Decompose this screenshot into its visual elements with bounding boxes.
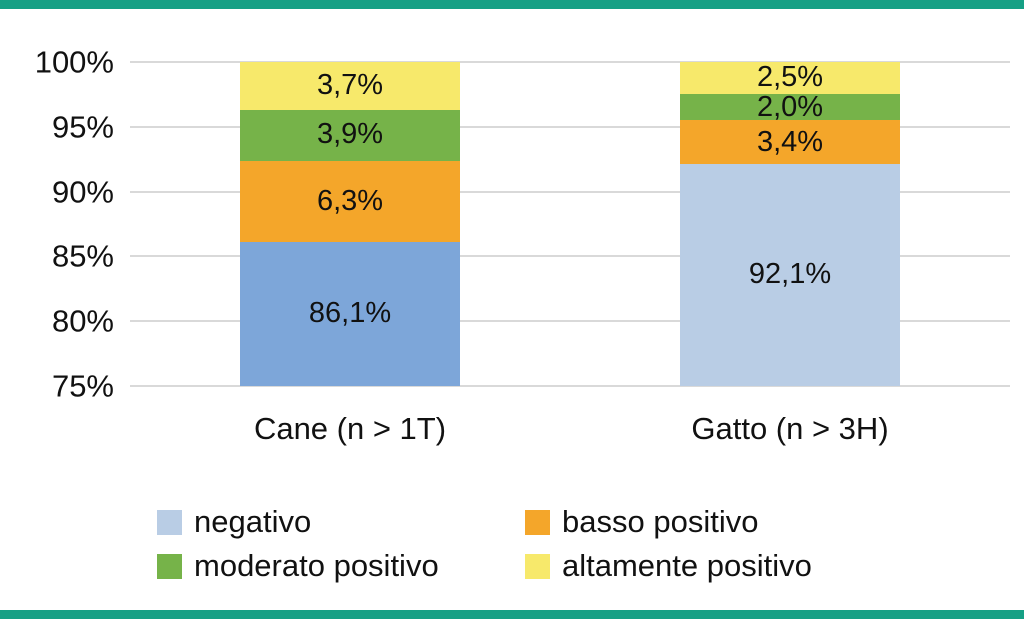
segment-value-label: 86,1%	[308, 297, 392, 330]
y-tick-label: 80%	[51, 303, 114, 339]
segment-value-label: 2,5%	[756, 61, 824, 94]
legend-swatch-icon	[525, 553, 550, 579]
x-category-label-gatto-n-3h-: Gatto (n > 3H)	[691, 411, 889, 446]
legend-swatch-icon	[157, 509, 182, 535]
segment-value-label: 2,0%	[756, 90, 824, 123]
segment-altamente-positivo-gatto-n-3h-: 2,5%	[680, 61, 900, 95]
segment-value-label: 3,9%	[316, 118, 384, 151]
plot-area: 86,1% 6,3% 3,9% 3,7% 92,1% 3,4% 2,0% 2,5%	[130, 61, 1010, 387]
legend-item-negativo: negativo	[157, 504, 525, 539]
y-tick-label: 90%	[51, 174, 114, 210]
segment-altamente-positivo-cane-n-1t-: 3,7%	[240, 62, 460, 110]
legend-swatch-icon	[157, 553, 182, 579]
legend-item-basso-positivo: basso positivo	[525, 504, 812, 539]
y-tick-label: 85%	[51, 238, 114, 274]
bar-gatto-n-3h-: 92,1% 3,4% 2,0% 2,5%	[680, 62, 900, 386]
x-category-label-cane-n-1t-: Cane (n > 1T)	[253, 411, 447, 446]
segment-moderato-positivo-gatto-n-3h-: 2,0%	[680, 90, 900, 123]
legend-label: moderato positivo	[194, 548, 439, 584]
legend-label: basso positivo	[562, 504, 759, 539]
segment-moderato-positivo-cane-n-1t-: 3,9%	[240, 109, 460, 161]
y-tick-label: 100%	[34, 44, 114, 80]
segment-negativo-cane-n-1t-: 86,1%	[240, 242, 460, 386]
y-axis: 75% 80% 85% 90% 95% 100%	[0, 47, 118, 402]
segment-value-label: 6,3%	[316, 184, 384, 217]
legend-item-moderato-positivo: moderato positivo	[157, 548, 525, 584]
segment-basso-positivo-gatto-n-3h-: 3,4%	[680, 120, 900, 165]
legend-label: altamente positivo	[562, 548, 812, 584]
gridline	[130, 190, 1010, 193]
legend-item-altamente-positivo: altamente positivo	[525, 548, 812, 584]
y-tick-label: 75%	[51, 368, 114, 404]
gridline	[130, 385, 1010, 387]
bottom-border-strip	[0, 610, 1024, 619]
legend-label: negativo	[194, 504, 312, 539]
legend-swatch-icon	[525, 509, 550, 535]
segment-negativo-gatto-n-3h-: 92,1%	[680, 164, 900, 386]
legend: negativo basso positivo moderato positivo a…	[157, 504, 812, 584]
bars-layer: 86,1% 6,3% 3,9% 3,7% 92,1% 3,4% 2,0% 2,5%	[130, 62, 1010, 386]
segment-value-label: 3,7%	[316, 69, 384, 102]
gridline	[130, 125, 1010, 128]
gridline	[130, 320, 1010, 323]
bar-cane-n-1t-: 86,1% 6,3% 3,9% 3,7%	[240, 62, 460, 386]
y-tick-label: 95%	[51, 109, 114, 145]
gridline	[130, 61, 1010, 63]
segment-basso-positivo-cane-n-1t-: 6,3%	[240, 160, 460, 243]
gridline	[130, 255, 1010, 258]
top-border-strip	[0, 0, 1024, 9]
x-axis: Cane (n > 1T) Gatto (n > 3H)	[130, 411, 1010, 454]
segment-value-label: 92,1%	[748, 258, 832, 291]
segment-value-label: 3,4%	[756, 125, 824, 158]
